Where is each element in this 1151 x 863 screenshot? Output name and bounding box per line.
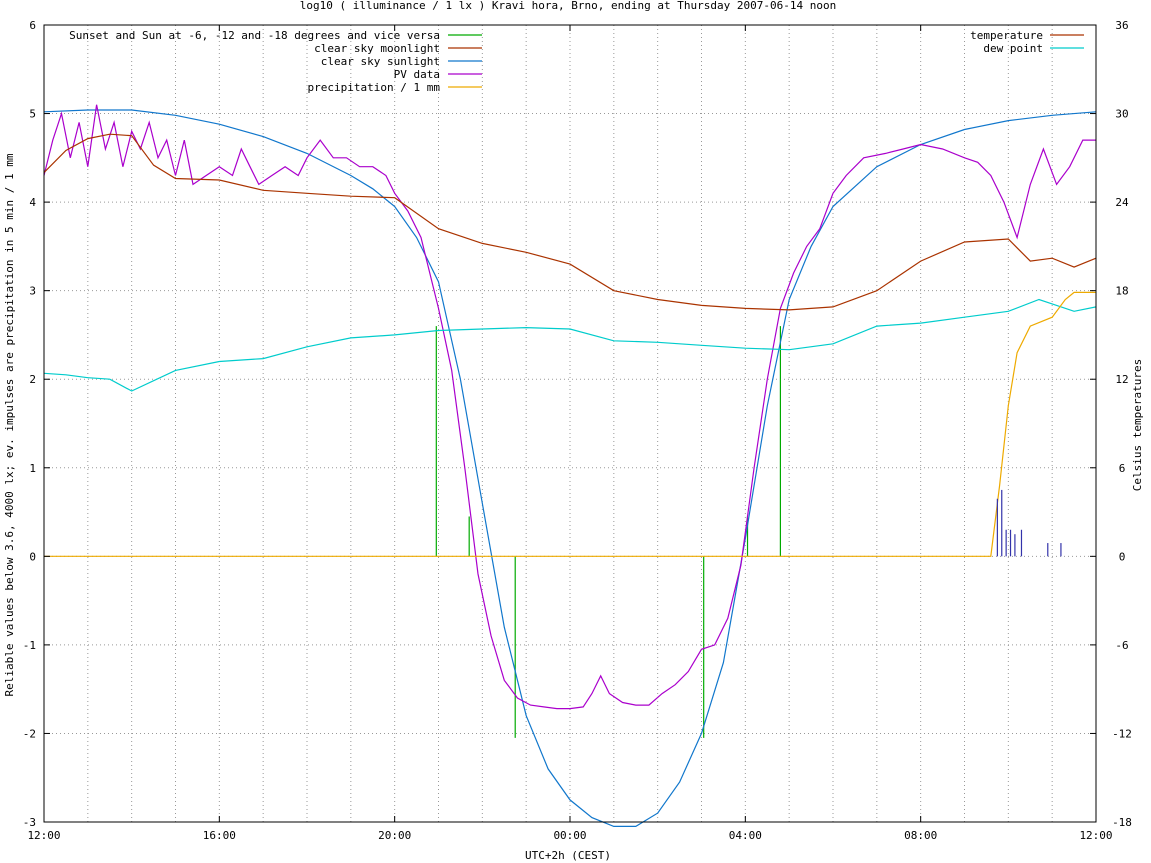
y2-tick-label: -6 (1115, 639, 1128, 652)
dew-point-line (43, 298, 1097, 392)
y2-tick-label: -12 (1112, 727, 1132, 740)
y-tick-label: 6 (29, 19, 36, 32)
y-tick-label: 3 (29, 285, 36, 298)
x-axis-label: UTC+2h (CEST) (525, 849, 611, 862)
legend-entry-label: clear sky sunlight (321, 55, 440, 68)
grid (44, 25, 1096, 822)
x-tick-label: 04:00 (729, 829, 762, 842)
pv-data-line (43, 104, 1096, 710)
y2-tick-label: 24 (1115, 196, 1129, 209)
y2-axis-label: Celsius temperatures (1131, 359, 1144, 491)
legend-left: Sunset and Sun at -6, -12 and -18 degree… (69, 29, 482, 94)
legend-entry-label: precipitation / 1 mm (308, 81, 441, 94)
y2-tick-label: 0 (1119, 550, 1126, 563)
y-tick-label: 1 (29, 462, 36, 475)
y-tick-label: 5 (29, 108, 36, 121)
y-tick-label: 2 (29, 373, 36, 386)
x-tick-label: 12:00 (27, 829, 60, 842)
y-tick-label: -1 (23, 639, 36, 652)
x-tick-label: 20:00 (378, 829, 411, 842)
x-tick-label: 08:00 (904, 829, 937, 842)
y-tick-label: 0 (29, 550, 36, 563)
legend-entry-label: temperature (970, 29, 1043, 42)
y-tick-label: -2 (23, 727, 36, 740)
precipitation-1-mm-line (44, 291, 1096, 557)
chart-title: log10 ( illuminance / 1 lx ) Kravi hora,… (300, 0, 836, 12)
y-axis-label: Reliable values below 3.6, 4000 lx; ev. … (3, 153, 16, 696)
legend-entry-label: PV data (394, 68, 440, 81)
ticks: 12:00 16:00 20:00 00:00 04:00 08:00 12:00-3-2-… (23, 19, 1132, 842)
clear-sky-sunlight-line (43, 109, 1097, 827)
x-tick-label: 12:00 (1079, 829, 1112, 842)
y2-tick-label: -18 (1112, 816, 1132, 829)
legend-entry-label: clear sky moonlight (314, 42, 440, 55)
y2-tick-label: 36 (1115, 19, 1128, 32)
y2-tick-label: 6 (1119, 462, 1126, 475)
y2-tick-label: 12 (1115, 373, 1128, 386)
x-tick-label: 16:00 (203, 829, 236, 842)
y2-tick-label: 18 (1115, 285, 1128, 298)
plot-frame (43, 24, 1097, 823)
series-layer (43, 104, 1097, 827)
y2-tick-label: 30 (1115, 108, 1128, 121)
legend-entry-label: Sunset and Sun at -6, -12 and -18 degree… (69, 29, 440, 42)
legend-entry-label: dew point (983, 42, 1043, 55)
y-tick-label: -3 (23, 816, 36, 829)
y-tick-label: 4 (29, 196, 36, 209)
temperature-line (43, 133, 1097, 311)
x-tick-label: 00:00 (553, 829, 586, 842)
